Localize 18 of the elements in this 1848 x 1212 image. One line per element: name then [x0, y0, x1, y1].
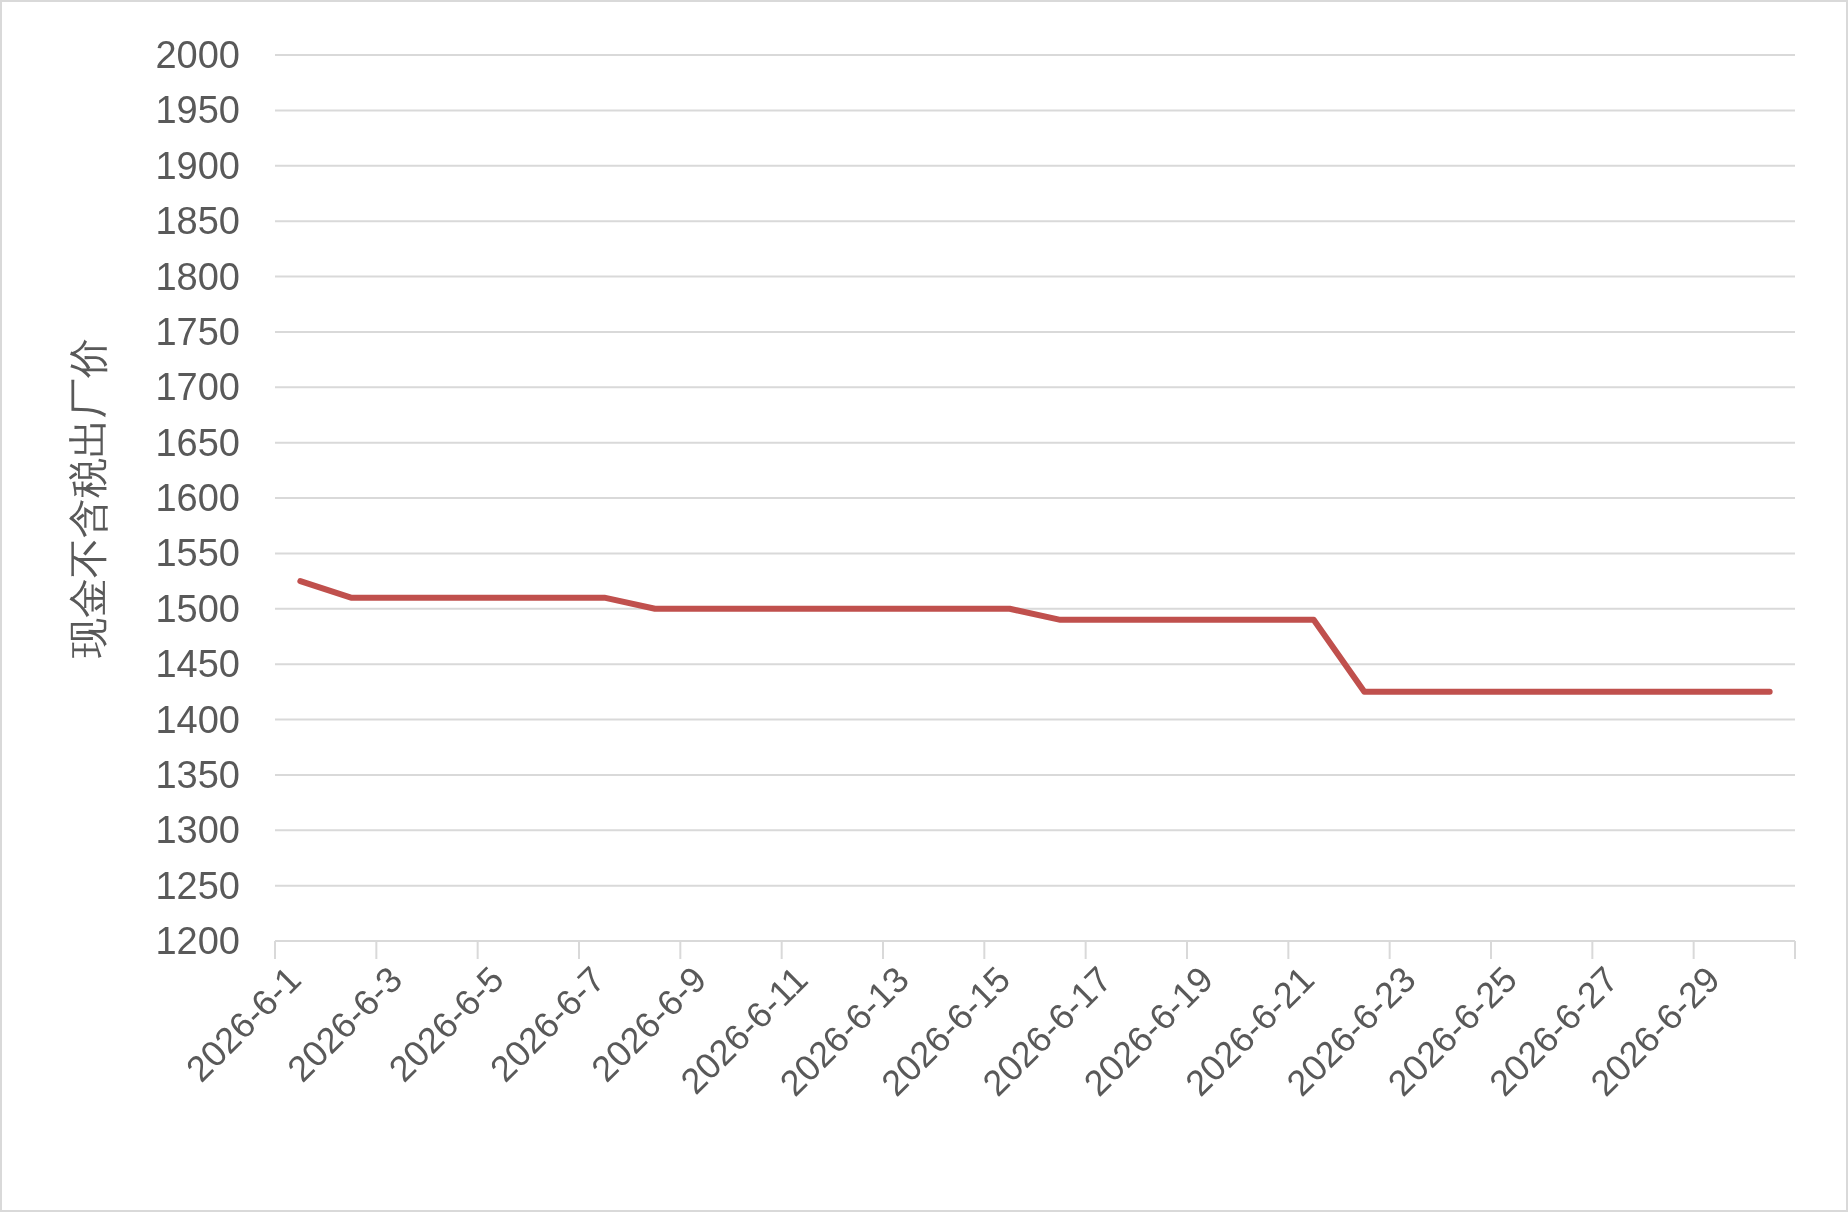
y-tick-label: 1250	[155, 864, 240, 907]
y-tick-label: 1450	[155, 643, 240, 686]
y-tick-label: 1700	[155, 366, 240, 409]
y-tick-label: 1850	[155, 200, 240, 243]
y-tick-label: 1400	[155, 698, 240, 741]
y-tick-label: 1300	[155, 809, 240, 852]
y-tick-label: 1200	[155, 920, 240, 962]
y-tick-label: 1950	[155, 89, 240, 132]
y-tick-label: 1600	[155, 477, 240, 519]
y-tick-label: 1900	[155, 144, 240, 187]
y-tick-label: 1550	[155, 532, 240, 575]
y-tick-label: 1800	[155, 255, 240, 298]
y-tick-label: 2000	[155, 34, 240, 76]
y-tick-label: 1750	[155, 310, 240, 353]
y-tick-label: 1350	[155, 753, 240, 796]
y-tick-label: 1650	[155, 421, 240, 464]
y-tick-label: 1500	[155, 587, 240, 630]
y-axis-title: 现金不含税出厂价	[65, 338, 111, 658]
